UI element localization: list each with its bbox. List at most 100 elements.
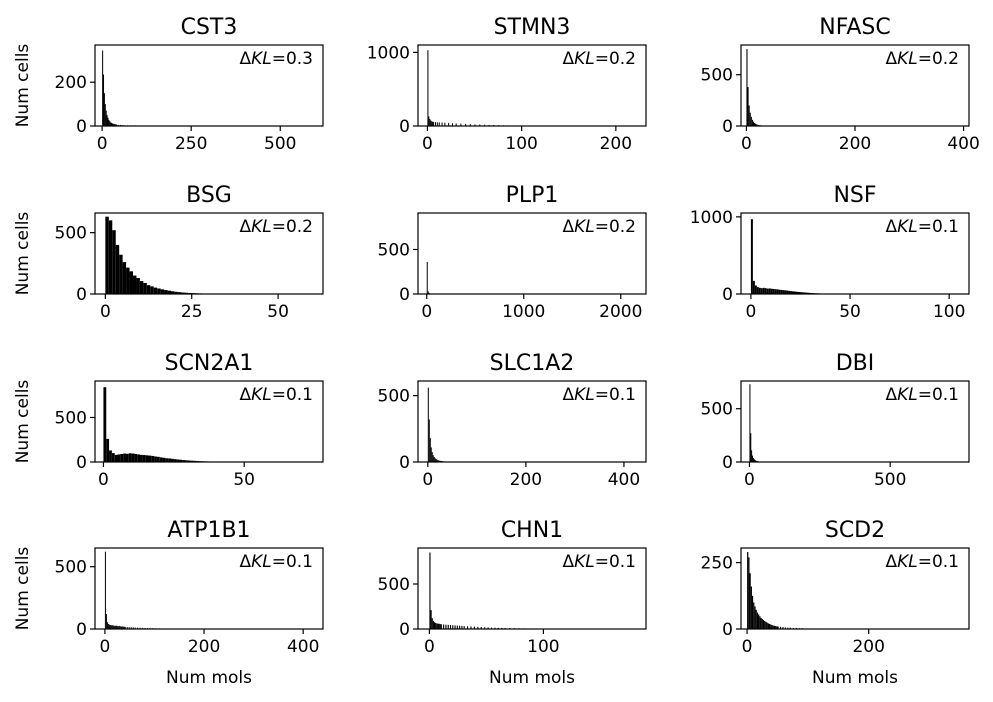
histogram-bar	[129, 271, 133, 294]
y-tick-label: 0	[722, 117, 733, 137]
x-tick-label: 200	[188, 637, 220, 657]
histogram-bar	[150, 286, 154, 294]
histogram-bar	[445, 624, 447, 629]
panel-title: NFASC	[819, 15, 890, 40]
delta-kl-value: =0.1	[918, 385, 959, 405]
histogram-bar	[751, 119, 753, 126]
histogram-panel: NFASC 0 200 400 0 500 ΔKL=0.2	[701, 15, 980, 154]
delta-kl-value: =0.1	[918, 217, 959, 237]
x-tick-label: 0	[742, 637, 753, 657]
histogram-bar	[440, 624, 442, 629]
histogram-bar	[105, 614, 107, 629]
y-tick-label: 500	[55, 224, 87, 244]
histogram-bar	[153, 287, 158, 294]
histogram-bar	[756, 124, 758, 126]
histogram-bar	[106, 438, 110, 462]
histogram-bar	[749, 384, 751, 462]
delta-kl-symbol: KL	[897, 385, 918, 405]
histogram-bar	[754, 606, 756, 629]
x-tick-label: 0	[422, 134, 433, 154]
histogram-bar	[140, 454, 143, 462]
histogram-bar	[800, 292, 803, 294]
delta-kl-prefix: Δ	[562, 49, 574, 69]
y-tick-label: 0	[722, 453, 733, 473]
histogram-bar	[436, 623, 438, 629]
histogram-bars	[104, 551, 235, 629]
delta-kl-symbol: KL	[897, 49, 918, 69]
histogram-bar	[773, 625, 776, 629]
histogram-bar	[756, 612, 759, 629]
histogram-panel: SLC1A2 0 200 400 0 500 ΔKL=0.1	[378, 351, 647, 490]
histogram-bar	[137, 454, 141, 462]
histogram-bar	[437, 460, 439, 462]
panel-title: BSG	[186, 183, 232, 208]
panel-title: DBI	[836, 351, 875, 376]
histogram-bar	[436, 459, 438, 462]
histogram-bar	[454, 625, 456, 629]
histogram-bar	[103, 74, 105, 126]
histogram-bar	[479, 124, 481, 126]
histogram-bar	[754, 285, 757, 294]
axes-frame	[417, 212, 647, 295]
histogram-bar	[439, 460, 441, 462]
histogram-bar	[115, 625, 117, 629]
histogram-bar	[427, 50, 429, 126]
y-axis-title: Num cells	[13, 380, 33, 464]
histogram-bar	[787, 627, 789, 629]
histogram-bar	[111, 123, 113, 126]
delta-kl-symbol: KL	[251, 217, 272, 237]
histogram-bar	[426, 261, 428, 294]
y-tick-label: 500	[701, 66, 733, 86]
histogram-bar	[128, 453, 132, 462]
histogram-bar	[444, 122, 446, 126]
delta-kl-symbol: KL	[574, 217, 595, 237]
panel-title: CST3	[181, 15, 238, 40]
panel-title: ATP1B1	[167, 518, 250, 543]
delta-kl-symbol: KL	[251, 49, 272, 69]
histogram-bar	[429, 438, 431, 462]
histogram-bar	[123, 453, 126, 462]
histogram-bar	[428, 419, 430, 462]
y-tick-label: 0	[722, 285, 733, 305]
delta-kl-prefix: Δ	[885, 385, 897, 405]
y-tick-label: 250	[701, 554, 733, 574]
x-tick-label: 200	[852, 637, 884, 657]
delta-kl-symbol: KL	[574, 385, 595, 405]
panel-title: NSF	[833, 183, 876, 208]
histogram-bar	[778, 289, 781, 294]
histogram-bar	[751, 455, 753, 462]
histogram-bar	[784, 627, 786, 629]
histogram-bar	[751, 595, 754, 629]
x-tick-label: 400	[287, 637, 319, 657]
histogram-bar	[174, 291, 178, 294]
histogram-bar	[181, 292, 185, 294]
histogram-bar	[187, 460, 191, 462]
histogram-bar	[123, 626, 125, 629]
x-tick-label: 200	[510, 470, 542, 490]
histogram-bar	[118, 625, 120, 629]
axes-frame	[94, 44, 324, 127]
histogram-panel: CST3 0 250 500 0 200 ΔKL=0.3 Num cells	[13, 15, 324, 154]
panel-title: SLC1A2	[490, 351, 575, 376]
histogram-bar	[754, 122, 756, 126]
panel-title: SCD2	[825, 518, 885, 543]
histogram-bar	[760, 617, 762, 629]
histogram-bar	[116, 626, 118, 629]
histogram-bar	[465, 123, 467, 126]
histogram-bar	[767, 623, 769, 629]
histogram-bar	[792, 291, 795, 294]
histogram-bar	[120, 626, 122, 629]
histogram-bar	[448, 122, 450, 126]
histogram-bar	[109, 121, 111, 126]
histogram-bars	[749, 384, 788, 462]
histogram-bar	[436, 122, 438, 126]
histogram-bar	[753, 602, 755, 629]
y-tick-label: 0	[399, 117, 410, 137]
histogram-bar	[755, 609, 757, 629]
axes-frame	[94, 380, 324, 463]
histogram-panel: SCD2 0 200 0 250 ΔKL=0.1 Num mols	[701, 518, 970, 688]
y-tick-label: 0	[399, 620, 410, 640]
histogram-bar	[771, 625, 773, 629]
histogram-bar	[168, 458, 171, 462]
